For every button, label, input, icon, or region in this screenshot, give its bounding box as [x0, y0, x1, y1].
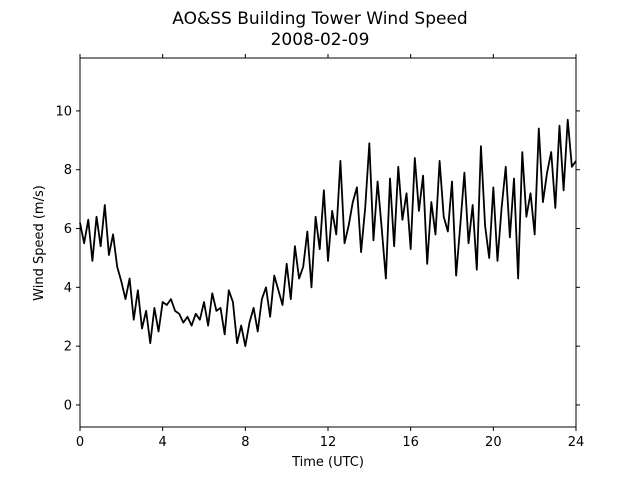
y-tick-label: 8: [64, 163, 72, 178]
y-axis-label: Wind Speed (m/s): [32, 185, 47, 301]
x-tick-label: 20: [485, 435, 502, 450]
series-line-0: [79, 118, 577, 348]
chart-subtitle: 2008-02-09: [271, 30, 370, 50]
chart-title: AO&SS Building Tower Wind Speed: [172, 9, 467, 29]
x-tick-label: 8: [241, 435, 249, 450]
y-tick-label: 0: [64, 398, 72, 413]
y-tick-label: 6: [64, 222, 72, 237]
x-tick-label: 12: [320, 435, 337, 450]
x-axis-label: Time (UTC): [291, 455, 364, 470]
x-tick-label: 4: [159, 435, 167, 450]
y-tick-label: 10: [55, 104, 72, 119]
x-tick-label: 0: [76, 435, 84, 450]
x-tick-label: 16: [402, 435, 419, 450]
x-tick-label: 24: [568, 435, 585, 450]
plot-frame: [79, 57, 577, 428]
plot-layer: [79, 118, 577, 348]
y-tick-label: 4: [64, 281, 72, 296]
y-tick-label: 2: [64, 340, 72, 355]
